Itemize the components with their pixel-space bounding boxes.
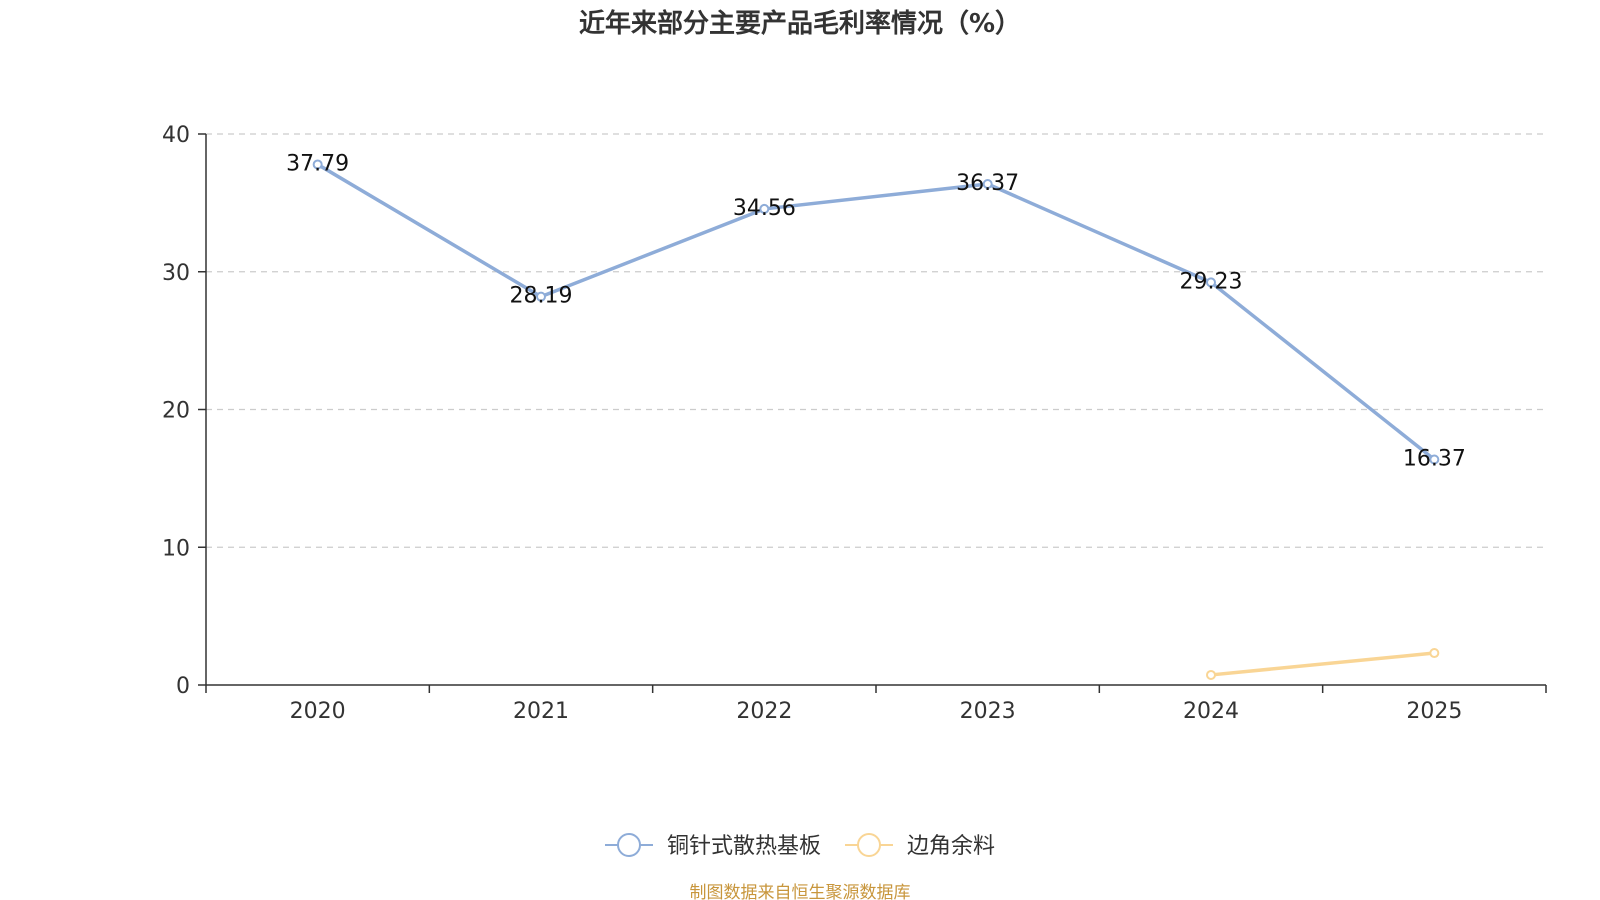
- data-point: [1206, 669, 1216, 680]
- source-note: 制图数据来自恒生聚源数据库: [690, 883, 911, 900]
- y-tick-label: 10: [162, 536, 190, 561]
- data-label: 37.79: [286, 151, 349, 176]
- data-label: 36.37: [956, 171, 1019, 196]
- series-line: [1210, 651, 1435, 677]
- chart-title: 近年来部分主要产品毛利率情况（%）: [579, 8, 1021, 39]
- data-label: 16.37: [1403, 447, 1466, 472]
- data-point: [1206, 277, 1216, 288]
- y-tick-label: 40: [162, 123, 190, 148]
- data-point: [759, 203, 770, 214]
- legend-label: 边角余料: [907, 834, 995, 859]
- y-tick-label: 0: [176, 674, 190, 699]
- legend-marker: [617, 833, 641, 857]
- axes: 0 10 20 30 40 2020 2021 2022 2023 2024 2025: [162, 123, 1547, 724]
- y-tick-label: 30: [162, 261, 190, 286]
- data-label: 29.23: [1180, 269, 1243, 294]
- x-tick-label: 2020: [290, 699, 346, 724]
- x-tick-label: 2025: [1406, 699, 1462, 724]
- data-point: [982, 179, 993, 190]
- series-lines: [312, 159, 1440, 680]
- data-point: [312, 159, 323, 170]
- gridlines: [206, 133, 1546, 548]
- x-tick-label: 2024: [1183, 699, 1239, 724]
- data-point: [1429, 648, 1440, 659]
- data-label: 34.56: [733, 196, 796, 221]
- data-point: [536, 291, 546, 302]
- x-tick-label: 2023: [960, 699, 1016, 724]
- data-point: [1429, 454, 1440, 465]
- series-line: [316, 162, 1436, 461]
- data-label: 28.19: [510, 284, 573, 309]
- legend: 铜针式散热基板 边角余料: [605, 833, 995, 859]
- legend-marker: [857, 833, 881, 857]
- y-tick-label: 20: [162, 399, 190, 424]
- x-tick-label: 2022: [736, 699, 792, 724]
- x-tick-label: 2021: [513, 699, 569, 724]
- data-labels: 37.79 28.19 34.56 36.37 29.23 16.37: [286, 151, 1466, 471]
- legend-label: 铜针式散热基板: [667, 834, 821, 859]
